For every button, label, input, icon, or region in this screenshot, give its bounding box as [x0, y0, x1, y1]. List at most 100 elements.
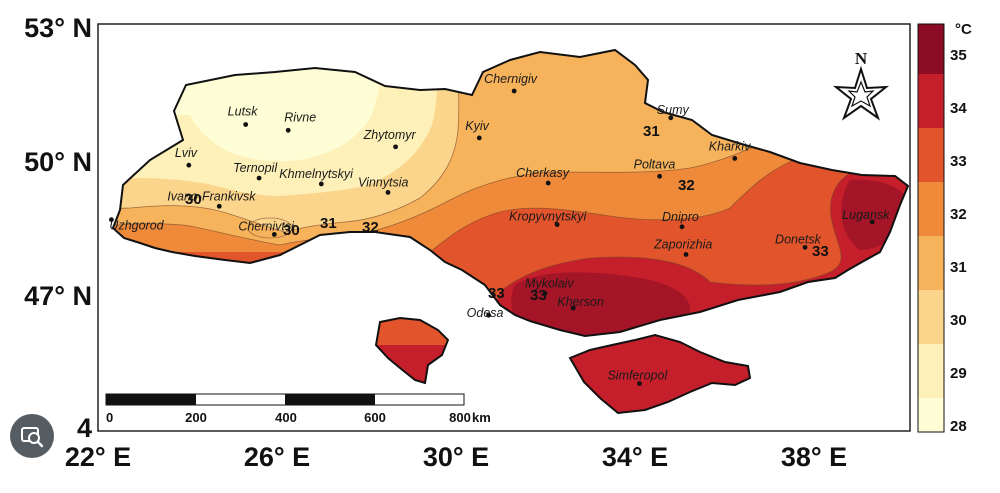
city-marker: [318, 181, 324, 187]
colorbar-band-35-plus: [918, 24, 944, 74]
city-marker: [657, 173, 663, 179]
city-marker: [186, 162, 192, 168]
city-label: Zaporizhia: [653, 237, 712, 251]
zone-35-plus-kherson: [511, 272, 690, 338]
colorbar-unit: °C: [955, 21, 972, 38]
city-label: Simferopol: [607, 369, 668, 383]
country-outline: [112, 49, 909, 415]
city-label: Lutsk: [228, 105, 259, 119]
city-marker: [271, 231, 277, 237]
isotherm-label: 33: [530, 287, 547, 304]
city-marker: [486, 312, 492, 318]
isotherm-label: 33: [812, 243, 829, 260]
city-marker: [570, 305, 576, 311]
compass-star-icon: [832, 65, 890, 121]
isotherm-label: 32: [678, 177, 695, 194]
isotherm-label: 30: [283, 222, 300, 239]
colorbar-tick: 35: [950, 47, 967, 64]
scale-label: 800: [449, 410, 471, 425]
city-layer: Lutsk Rivne Zhytomyr Kyiv Chernigiv Sumy Khark…: [109, 72, 890, 386]
city-label: Mykolaiv: [525, 276, 574, 290]
colorbar-tick: 29: [950, 365, 967, 382]
isotherm-labels: 30 30 31 32 31 32 33 33 33: [185, 123, 829, 304]
city-marker: [542, 290, 548, 296]
city-label: Khmelnytskyi: [279, 167, 354, 181]
city-marker: [802, 244, 808, 250]
colorbar-tick: 30: [950, 312, 967, 329]
city-marker: [554, 222, 560, 227]
scale-bar: 0 200 400 600 800 km: [105, 393, 491, 425]
city-marker: [732, 156, 738, 161]
colorbar-band-33-34: [918, 128, 944, 182]
isotherm-label: 33: [488, 285, 505, 302]
colorbar-tick: 32: [950, 206, 967, 223]
lat-label-53: 53° N: [24, 13, 92, 43]
city-label: Ivano-Frankivsk: [167, 189, 256, 203]
city-marker: [637, 381, 642, 386]
city-marker: [683, 252, 689, 257]
latitude-labels: 53° N 50° N 47° N 4: [24, 13, 92, 443]
city-label: Uzhgorod: [109, 219, 164, 233]
photo-search-button[interactable]: [10, 414, 54, 458]
photo-search-icon: [21, 427, 44, 448]
lat-label-44: 4: [77, 413, 92, 443]
city-marker: [385, 190, 391, 195]
city-marker: [109, 217, 114, 223]
scale-unit: km: [472, 410, 491, 425]
city-label: Chernivtsi: [238, 219, 295, 233]
lat-label-47: 47° N: [24, 281, 92, 311]
city-label: Rivne: [284, 110, 316, 124]
city-marker: [216, 203, 222, 209]
city-marker: [393, 144, 398, 150]
scale-label: 200: [185, 410, 207, 425]
isotherm-label: 31: [320, 215, 337, 232]
city-label: Poltava: [634, 157, 676, 171]
colorbar-tick: 28: [950, 418, 967, 435]
city-label: Dnipro: [662, 210, 699, 224]
city-marker: [679, 224, 685, 230]
north-arrow: N: [832, 49, 890, 121]
colorbar-band-34-35: [918, 74, 944, 128]
colorbar-band-28-29: [918, 398, 944, 432]
city-marker: [476, 135, 482, 141]
city-label: Kherson: [557, 295, 604, 309]
city-label: Odesa: [467, 306, 504, 320]
city-marker: [869, 219, 875, 225]
lon-label-38: 38° E: [781, 442, 847, 472]
lon-label-22: 22° E: [65, 442, 131, 472]
colorbar-tick: 34: [950, 100, 967, 117]
lon-label-26: 26° E: [244, 442, 310, 472]
scale-label: 600: [364, 410, 386, 425]
city-label: Kropyvnytskyi: [509, 210, 587, 224]
colorbar-tick: 33: [950, 153, 967, 170]
longitude-labels: 22° E 26° E 30° E 34° E 38° E: [65, 442, 847, 472]
city-label: Kyiv: [465, 119, 489, 133]
colorbar-band-32-33: [918, 182, 944, 236]
city-label: Lugansk: [842, 208, 890, 222]
colorbar-tick: 31: [950, 259, 967, 276]
isotherm-label: 30: [185, 191, 202, 208]
city-marker: [511, 88, 517, 94]
lon-label-34: 34° E: [602, 442, 668, 472]
city-marker: [285, 127, 291, 133]
lat-label-50: 50° N: [24, 147, 92, 177]
city-label: Donetsk: [775, 232, 822, 246]
city-label: Zhytomyr: [363, 128, 417, 142]
scale-label: 0: [106, 410, 113, 425]
colorbar: °C 35 34 33 32 31 30 29 28: [917, 21, 972, 435]
colorbar-band-29-30: [918, 344, 944, 398]
city-marker: [668, 115, 674, 121]
isotherm-label: 32: [362, 219, 379, 236]
scale-label: 400: [275, 410, 297, 425]
north-label: N: [855, 49, 868, 68]
colorbar-band-30-31: [918, 290, 944, 344]
city-label: Cherkasy: [516, 166, 570, 180]
city-label: Ternopil: [233, 161, 278, 175]
city-label: Sumy: [657, 103, 690, 117]
isotherm-label: 31: [643, 123, 660, 140]
city-label: Lviv: [175, 146, 198, 160]
city-label: Kharkiv: [709, 139, 751, 153]
city-marker: [256, 175, 262, 181]
city-label: Vinnytsia: [358, 175, 409, 189]
